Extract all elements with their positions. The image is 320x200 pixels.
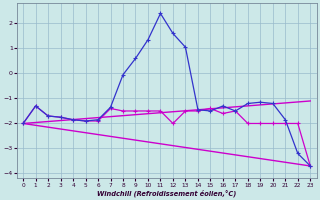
X-axis label: Windchill (Refroidissement éolien,°C): Windchill (Refroidissement éolien,°C) [97, 189, 236, 197]
